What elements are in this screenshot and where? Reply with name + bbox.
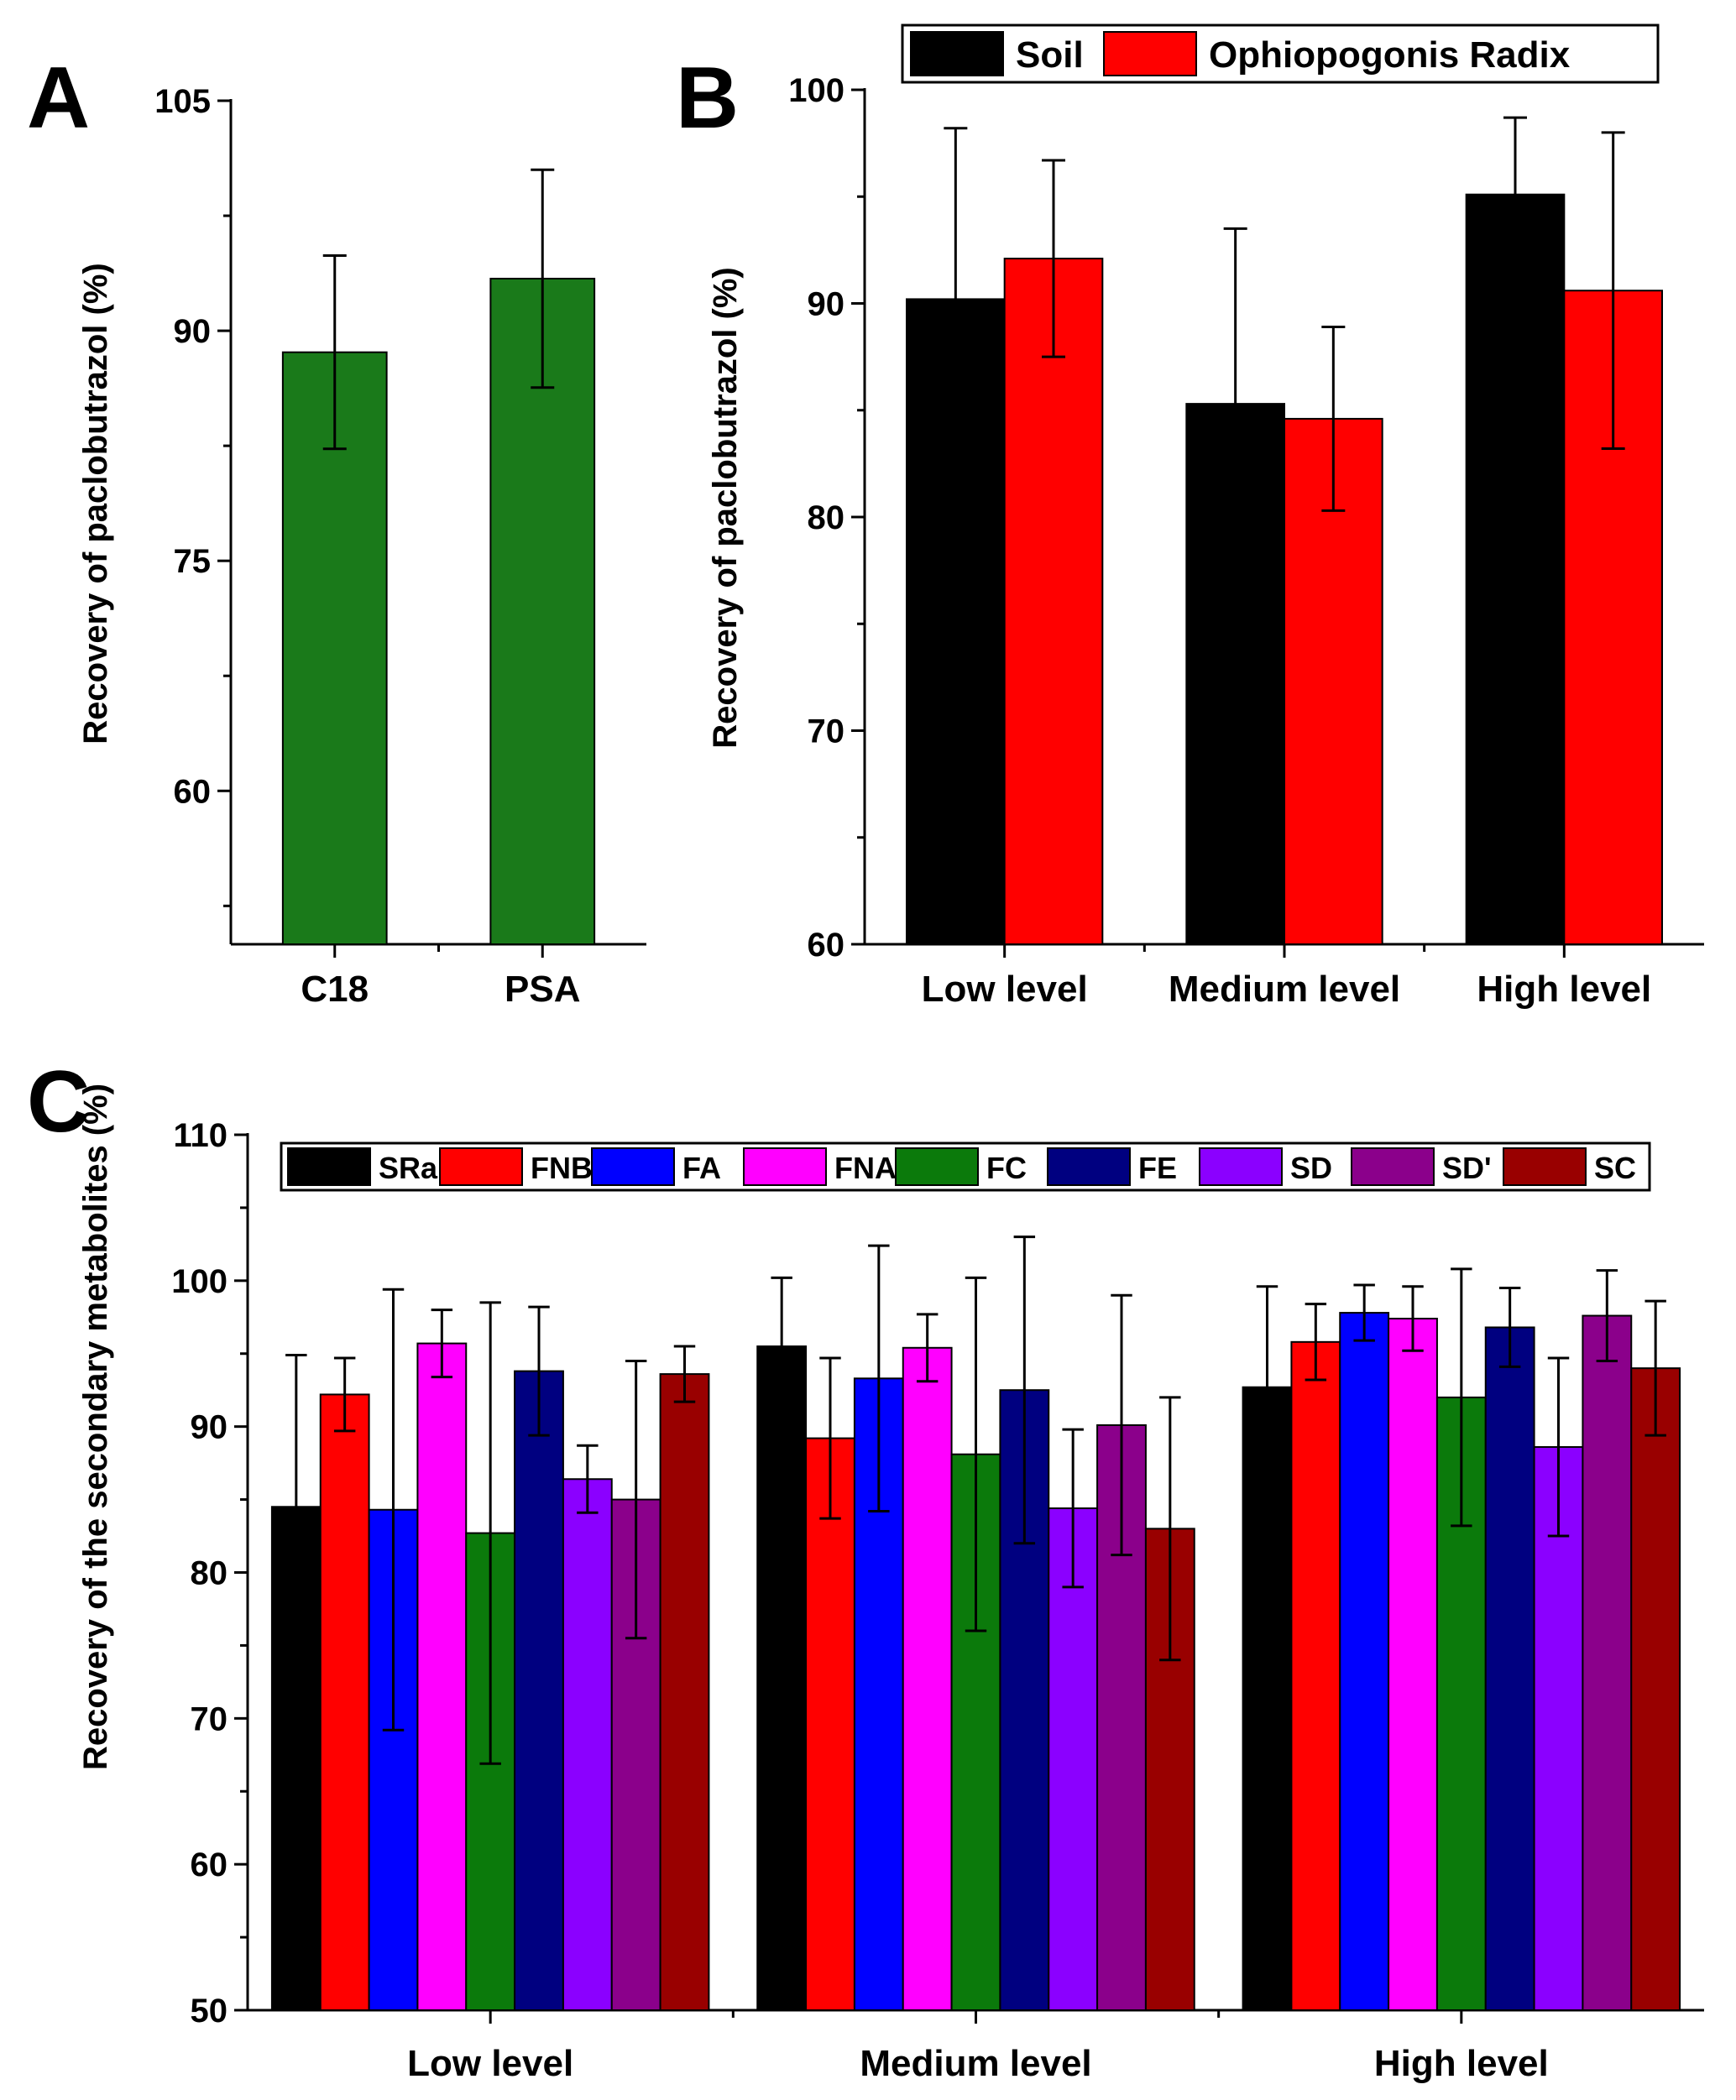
panel-b-ytick-label: 80 [808, 499, 845, 536]
panel-c-bar-fna-high-level [1388, 1318, 1438, 2011]
panel-b-ytick-label: 90 [808, 286, 845, 323]
panel-c-bar-fnb-high-level [1290, 1340, 1341, 2012]
panel-c-legend-swatch-sra [287, 1147, 371, 1186]
panel-c-bar-fna-medium-level [902, 1346, 953, 2011]
panel-c-category-label: High level [1374, 2043, 1549, 2084]
panel-a-ytick-label: 90 [174, 313, 212, 350]
panel-c-bar-fe-low-level [514, 1370, 564, 2011]
panel-c-bar-fe-high-level [1484, 1326, 1535, 2011]
panel-b-category-label: High level [1477, 969, 1651, 1010]
panel-c-ytick-label: 80 [191, 1555, 228, 1592]
panel-c-bar-fnb-medium-level [805, 1437, 855, 2012]
panel-a-bar-recovery-psa [489, 277, 596, 945]
panel-b-legend [901, 24, 1660, 84]
panel-c-legend-label-sra: SRa [379, 1151, 438, 1185]
panel-c-legend-swatch-sd [1199, 1147, 1283, 1186]
panel-b-bar-soil-high-level [1465, 193, 1566, 945]
panel-c-bar-fna-low-level [416, 1342, 468, 2011]
panel-a-ytick-label: 75 [174, 543, 212, 580]
panel-c-ytick-label: 50 [191, 1993, 228, 2029]
panel-b-ytick-label: 100 [788, 72, 844, 109]
panel-c-ytick-label: 70 [191, 1700, 228, 1737]
panel-letter-c: C [27, 1053, 90, 1151]
panel-a-ytick-label: 60 [174, 773, 212, 810]
panel-c-legend-label-fa: FA [682, 1151, 721, 1185]
panel-b-legend-label-soil: Soil [1016, 34, 1084, 76]
panel-a-category-label: PSA [505, 969, 580, 1010]
panel-b-legend-label-ophiopogonis-radix: Ophiopogonis Radix [1209, 34, 1571, 76]
panel-c-plot: 50 60 70 80 90 100 110 Low level Medium level Hig… [171, 1117, 1704, 2084]
panel-c-legend-label-sd: SD' [1442, 1151, 1492, 1185]
panel-a-ytick-label: 105 [154, 83, 211, 120]
panel-b-ytick-label: 70 [808, 713, 845, 750]
panel-c-legend-swatch-fa [591, 1147, 675, 1186]
panel-c-legend-label-fe: FE [1138, 1151, 1177, 1185]
panel-a-plot: 60 75 90 105 C18 PSA [154, 83, 646, 1010]
panel-c-legend-swatch-fna [743, 1147, 827, 1186]
panel-b-ytick-label: 60 [808, 927, 845, 964]
panel-c-ylabel: Recovery of the secondary metabolites (%… [77, 1084, 114, 1770]
panel-c-legend-label-sd: SD [1290, 1151, 1332, 1185]
panel-c-bar-sd-low-level [562, 1478, 613, 2012]
panel-c-legend-swatch-fnb [439, 1147, 523, 1186]
panel-a-category-label: C18 [301, 969, 369, 1010]
panel-c-bar-sra-medium-level [756, 1345, 808, 2011]
panel-c-bar-fc-medium-level [950, 1453, 1001, 2011]
panel-c-legend-swatch-fc [895, 1147, 979, 1186]
panel-c-legend-label-fnb: FNB [531, 1151, 593, 1185]
panel-c-legend-label-sc: SC [1594, 1151, 1636, 1185]
panel-c-bar-sc-low-level [659, 1373, 710, 2011]
panel-c-legend-swatch-sc [1503, 1147, 1587, 1186]
panel-b-plot: 60 70 80 90 100 Low level Medium level High lev… [788, 24, 1704, 1010]
panel-b-category-label: Medium level [1169, 969, 1400, 1010]
panel-a-ylabel: Recovery of paclobutrazol (%) [77, 263, 114, 744]
panel-letter-b: B [676, 50, 739, 147]
panel-c-bar-sd-medium-level [1048, 1507, 1099, 2011]
panel-c-legend-label-fc: FC [986, 1151, 1027, 1185]
panel-c-category-label: Low level [407, 2043, 573, 2084]
panel-c-bar-sc-high-level [1630, 1367, 1681, 2011]
panel-c-category-label: Medium level [860, 2043, 1091, 2084]
panel-c-ytick-label: 100 [171, 1263, 227, 1300]
panel-c-legend-swatch-sd [1351, 1147, 1435, 1186]
panel-c-legend-label-fna: FNA [834, 1151, 897, 1185]
panel-b-legend-swatch-soil [910, 31, 1004, 76]
panel-letter-a: A [27, 50, 90, 147]
panel-b-category-label: Low level [922, 969, 1088, 1010]
panel-c-ytick-label: 90 [191, 1409, 228, 1446]
panel-c-bar-sd-high-level [1582, 1314, 1633, 2011]
panel-b-bar-ophiopogonis-radix-low-level [1003, 258, 1104, 945]
panel-c-bar-fa-high-level [1339, 1312, 1390, 2011]
panel-b-legend-swatch-ophiopogonis-radix [1103, 31, 1197, 76]
panel-c-ytick-label: 110 [173, 1117, 227, 1154]
panel-c-legend-swatch-fe [1047, 1147, 1131, 1186]
panel-a-bar-recovery-c18 [281, 351, 388, 945]
panel-c-bar-fnb-low-level [319, 1393, 370, 2011]
panel-b-ylabel: Recovery of paclobutrazol (%) [707, 267, 744, 748]
panel-c-bar-sra-high-level [1242, 1386, 1293, 2011]
panel-c-ytick-label: 60 [191, 1847, 228, 1883]
